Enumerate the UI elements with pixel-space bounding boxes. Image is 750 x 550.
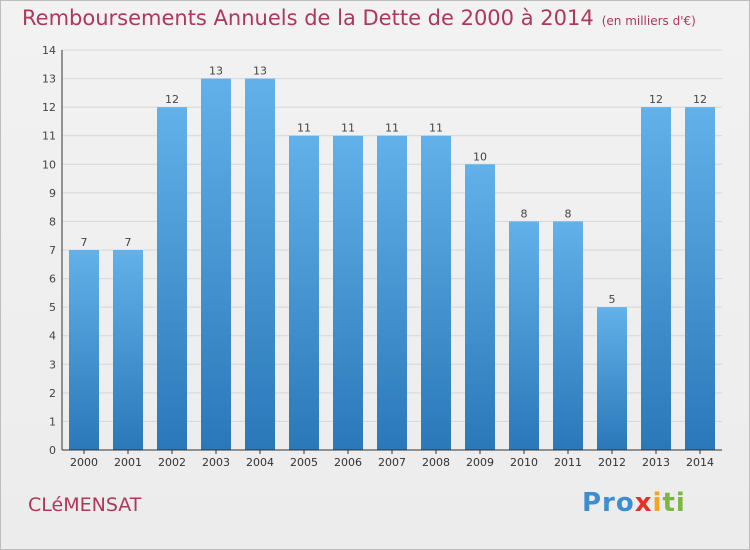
data-label-2002: 12: [165, 93, 179, 106]
chart-subtitle: (en milliers d'€): [601, 14, 696, 28]
y-tick-label-0: 0: [49, 444, 56, 457]
x-tick-label-2009: 2009: [466, 456, 494, 469]
logo-part-1: Pro: [582, 488, 635, 518]
chart-title-text: Remboursements Annuels de la Dette de 20…: [22, 6, 594, 30]
logo-part-2: x: [634, 488, 653, 518]
y-tick-label-9: 9: [49, 187, 56, 200]
bar-2014: [685, 107, 715, 451]
data-label-2009: 10: [473, 150, 487, 163]
x-tick-label-2011: 2011: [554, 456, 582, 469]
data-label-2007: 11: [385, 122, 399, 135]
bar-2000: [69, 250, 99, 450]
x-tick-label-2004: 2004: [246, 456, 274, 469]
x-tick-label-2012: 2012: [598, 456, 626, 469]
y-tick-label-8: 8: [49, 215, 56, 228]
bar-2003: [201, 78, 231, 451]
logo-part-4: ti: [662, 488, 686, 518]
data-label-2008: 11: [429, 122, 443, 135]
data-labels: 7 7 12 13 13 11 11 11 11 10 8 8 5 12 12: [81, 65, 708, 307]
x-tick-label-2002: 2002: [158, 456, 186, 469]
data-label-2012: 5: [609, 293, 616, 306]
x-tick-label-2005: 2005: [290, 456, 318, 469]
y-tick-label-11: 11: [42, 130, 56, 143]
commune-name: CLéMENSAT: [28, 494, 142, 516]
data-label-2001: 7: [125, 236, 132, 249]
axes: [61, 50, 722, 454]
y-tick-label-5: 5: [49, 301, 56, 314]
y-tick-label-7: 7: [49, 244, 56, 257]
x-tick-label-2013: 2013: [642, 456, 670, 469]
bar-2001: [113, 250, 143, 450]
data-label-2011: 8: [565, 207, 572, 220]
y-tick-label-12: 12: [42, 101, 56, 114]
y-tick-label-10: 10: [42, 158, 56, 171]
x-tick-label-2010: 2010: [510, 456, 538, 469]
proxiti-logo: Proxiti: [582, 488, 686, 518]
x-tick-label-2006: 2006: [334, 456, 362, 469]
bar-2006: [333, 135, 363, 450]
bar-2008: [421, 135, 451, 450]
bar-2002: [157, 107, 187, 451]
logo-part-3: i: [652, 488, 663, 518]
data-label-2010: 8: [521, 207, 528, 220]
y-tick-label-13: 13: [42, 73, 56, 86]
x-tick-label-2000: 2000: [70, 456, 98, 469]
bar-2013: [641, 107, 671, 451]
bar-2011: [553, 221, 583, 450]
data-label-2000: 7: [81, 236, 88, 249]
bar-2010: [509, 221, 539, 450]
y-tick-label-6: 6: [49, 273, 56, 286]
bar-2007: [377, 135, 407, 450]
y-tick-label-4: 4: [49, 330, 56, 343]
data-label-2003: 13: [209, 65, 223, 78]
data-label-2013: 12: [649, 93, 663, 106]
data-label-2006: 11: [341, 122, 355, 135]
bars: [69, 78, 715, 451]
bar-2005: [289, 135, 319, 450]
y-tick-label-2: 2: [49, 387, 56, 400]
x-tick-label-2014: 2014: [686, 456, 714, 469]
data-label-2004: 13: [253, 65, 267, 78]
data-label-2014: 12: [693, 93, 707, 106]
bar-2004: [245, 78, 275, 451]
x-tick-label-2001: 2001: [114, 456, 142, 469]
bar-2012: [597, 307, 627, 450]
x-tick-label-2007: 2007: [378, 456, 406, 469]
x-tick-label-2003: 2003: [202, 456, 230, 469]
x-tick-label-2008: 2008: [422, 456, 450, 469]
data-label-2005: 11: [297, 122, 311, 135]
chart-title: Remboursements Annuels de la Dette de 20…: [22, 6, 696, 30]
y-tick-label-3: 3: [49, 358, 56, 371]
x-tick-labels: 2000 2001 2002 2003 2004 2005 2006 2007 2008 2009…: [70, 456, 714, 469]
y-tick-label-14: 14: [42, 44, 56, 57]
y-tick-label-1: 1: [49, 415, 56, 428]
bar-2009: [465, 164, 495, 451]
